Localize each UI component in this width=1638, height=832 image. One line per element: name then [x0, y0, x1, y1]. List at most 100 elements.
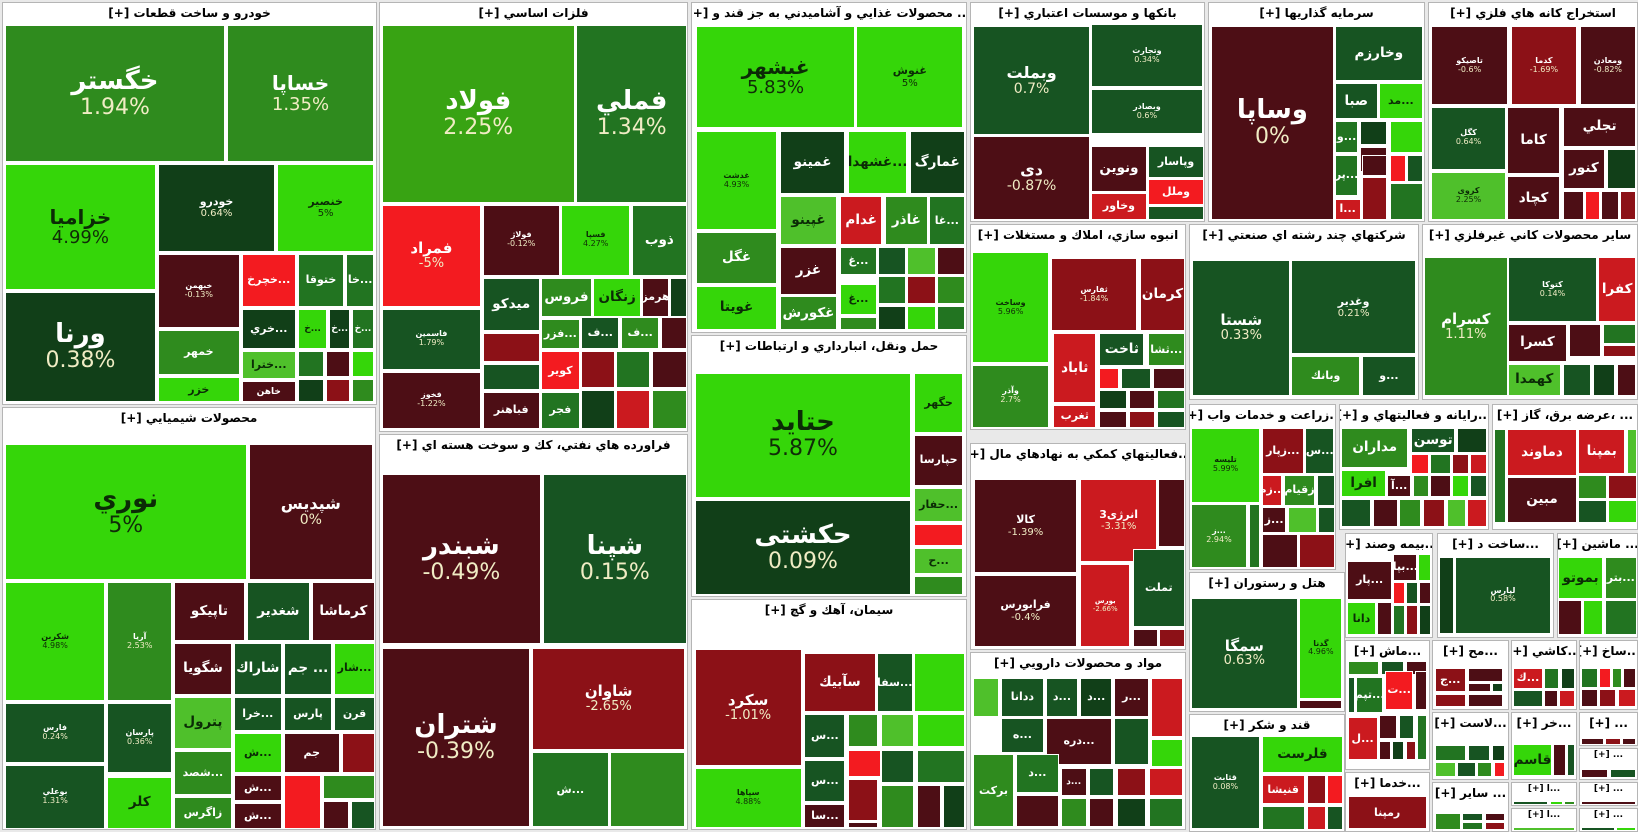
stock-tile[interactable] — [1549, 800, 1563, 805]
stock-tile[interactable] — [1577, 499, 1607, 523]
stock-tile[interactable] — [913, 575, 964, 595]
stock-tile[interactable]: خودرو 0.64% — [157, 163, 276, 252]
stock-tile[interactable] — [1099, 410, 1128, 429]
sector-header[interactable]: ... [+] — [1580, 783, 1637, 795]
stock-tile[interactable]: ...ز 2.94% — [1190, 504, 1248, 568]
stock-tile[interactable]: فباهنر — [482, 392, 540, 429]
stock-tile[interactable]: تجلي — [1563, 107, 1636, 147]
stock-tile[interactable] — [1088, 797, 1115, 828]
stock-tile[interactable]: کروی 2.25% — [1431, 171, 1506, 220]
stock-tile[interactable]: حکشتی 0.09% — [694, 500, 912, 595]
stock-tile[interactable] — [610, 752, 686, 828]
stock-tile[interactable]: ...ك — [1513, 667, 1543, 689]
stock-tile[interactable]: کچاد — [1507, 176, 1561, 220]
stock-tile[interactable]: دی -0.87% — [973, 135, 1090, 220]
stock-tile[interactable]: کلر — [107, 776, 173, 829]
stock-tile[interactable]: ...ج — [1434, 668, 1466, 693]
stock-tile[interactable] — [1604, 600, 1637, 636]
stock-tile[interactable] — [325, 350, 350, 378]
stock-tile[interactable] — [1148, 768, 1183, 797]
stock-tile[interactable]: ...خچرخ — [241, 253, 296, 307]
stock-tile[interactable]: دماوند — [1507, 429, 1577, 476]
stock-tile[interactable]: کهمدا — [1507, 363, 1562, 396]
stock-tile[interactable] — [1581, 826, 1616, 831]
stock-tile[interactable]: ...فزر — [541, 318, 580, 350]
stock-tile[interactable] — [1361, 177, 1388, 220]
stock-tile[interactable]: خبهمن -0.13% — [157, 253, 240, 328]
stock-tile[interactable] — [283, 774, 322, 829]
stock-tile[interactable]: ختوقا — [297, 253, 345, 307]
sector-header[interactable]: شركتهاي چند رشته اي صنعتي [+] — [1190, 225, 1418, 245]
stock-tile[interactable]: ...د — [1015, 754, 1059, 794]
stock-tile[interactable]: ...ف — [620, 316, 660, 350]
stock-tile[interactable] — [1602, 323, 1636, 344]
stock-tile[interactable] — [1563, 191, 1584, 220]
stock-tile[interactable]: شستا 0.33% — [1192, 260, 1291, 396]
stock-tile[interactable]: فولاژ -0.12% — [482, 204, 560, 276]
stock-tile[interactable]: بموتو — [1558, 557, 1604, 599]
sector-header[interactable]: ...كاشي [+] — [1512, 641, 1576, 661]
stock-tile[interactable]: ...زپار — [1261, 427, 1304, 474]
stock-tile[interactable] — [1406, 154, 1423, 183]
stock-tile[interactable] — [1583, 600, 1604, 636]
stock-tile[interactable]: بوعلي 1.31% — [4, 764, 106, 829]
stock-tile[interactable] — [1392, 740, 1405, 761]
stock-tile[interactable]: وآذر 2.7% — [972, 364, 1050, 429]
stock-tile[interactable] — [1389, 183, 1423, 220]
stock-tile[interactable]: غکورش — [779, 296, 838, 331]
stock-tile[interactable]: ورنا 0.38% — [4, 291, 156, 403]
stock-tile[interactable]: فمراد -5% — [381, 204, 482, 307]
stock-tile[interactable] — [1422, 498, 1446, 527]
stock-tile[interactable] — [297, 350, 324, 378]
stock-tile[interactable]: انرژی3 -3.31% — [1080, 478, 1158, 563]
stock-tile[interactable] — [907, 247, 936, 275]
stock-tile[interactable] — [1341, 498, 1372, 527]
stock-tile[interactable] — [1605, 738, 1622, 745]
stock-tile[interactable]: ...آ — [1387, 474, 1412, 497]
sector-header[interactable]: ...ا [+] — [1512, 783, 1576, 795]
stock-tile[interactable]: ...ش — [531, 752, 609, 828]
stock-tile[interactable] — [1493, 761, 1505, 778]
sector-header[interactable]: سرمايه گذاريها [+] — [1209, 3, 1424, 23]
stock-tile[interactable]: ...ثشا — [1147, 333, 1185, 367]
stock-tile[interactable]: ...خرا — [233, 696, 282, 731]
stock-tile[interactable] — [1513, 689, 1543, 708]
stock-tile[interactable]: ثغرب — [1053, 405, 1097, 429]
stock-tile[interactable]: شغدیر — [246, 582, 310, 641]
sector-header[interactable]: ... ماشين [+] — [1558, 534, 1637, 554]
stock-tile[interactable]: صبا — [1334, 83, 1378, 119]
stock-tile[interactable] — [1560, 667, 1575, 689]
stock-tile[interactable]: شبندر -0.49% — [381, 473, 542, 644]
stock-tile[interactable] — [1347, 661, 1380, 676]
stock-tile[interactable] — [1434, 693, 1466, 708]
stock-tile[interactable] — [1599, 667, 1611, 688]
stock-tile[interactable] — [1327, 775, 1344, 805]
stock-tile[interactable]: دانا — [1346, 602, 1377, 636]
stock-tile[interactable]: وغدیر 0.21% — [1291, 260, 1416, 355]
stock-tile[interactable] — [1434, 761, 1456, 778]
stock-tile[interactable]: قثابت 0.08% — [1190, 735, 1261, 830]
stock-tile[interactable]: زاگرس — [174, 796, 232, 829]
sector-header[interactable]: ...ماش [+] — [1346, 641, 1429, 661]
stock-tile[interactable]: ...پار — [1346, 560, 1393, 601]
stock-tile[interactable]: کدما -1.69% — [1511, 25, 1577, 106]
stock-tile[interactable] — [848, 749, 882, 777]
stock-tile[interactable]: غدام — [839, 196, 883, 246]
stock-tile[interactable] — [1307, 806, 1326, 831]
stock-tile[interactable] — [1129, 390, 1156, 409]
stock-tile[interactable]: وبصادر 0.6% — [1090, 89, 1203, 134]
stock-tile[interactable] — [1616, 826, 1636, 831]
stock-tile[interactable] — [1405, 740, 1416, 761]
stock-tile[interactable]: کسرا — [1507, 323, 1568, 363]
stock-tile[interactable]: قنیشا — [1261, 775, 1305, 805]
stock-tile[interactable]: تاصیکو -0.6% — [1431, 25, 1509, 106]
stock-tile[interactable] — [937, 276, 965, 305]
stock-tile[interactable]: ...خا — [346, 253, 375, 307]
stock-tile[interactable]: زنگان — [593, 278, 641, 317]
stock-tile[interactable]: شتران -0.39% — [381, 647, 531, 828]
stock-tile[interactable] — [1470, 474, 1487, 497]
stock-tile[interactable] — [341, 732, 375, 773]
sector-header[interactable]: ...ساخ [+] — [1580, 641, 1637, 661]
stock-tile[interactable] — [878, 276, 906, 305]
stock-tile[interactable]: ... جم — [283, 642, 333, 695]
